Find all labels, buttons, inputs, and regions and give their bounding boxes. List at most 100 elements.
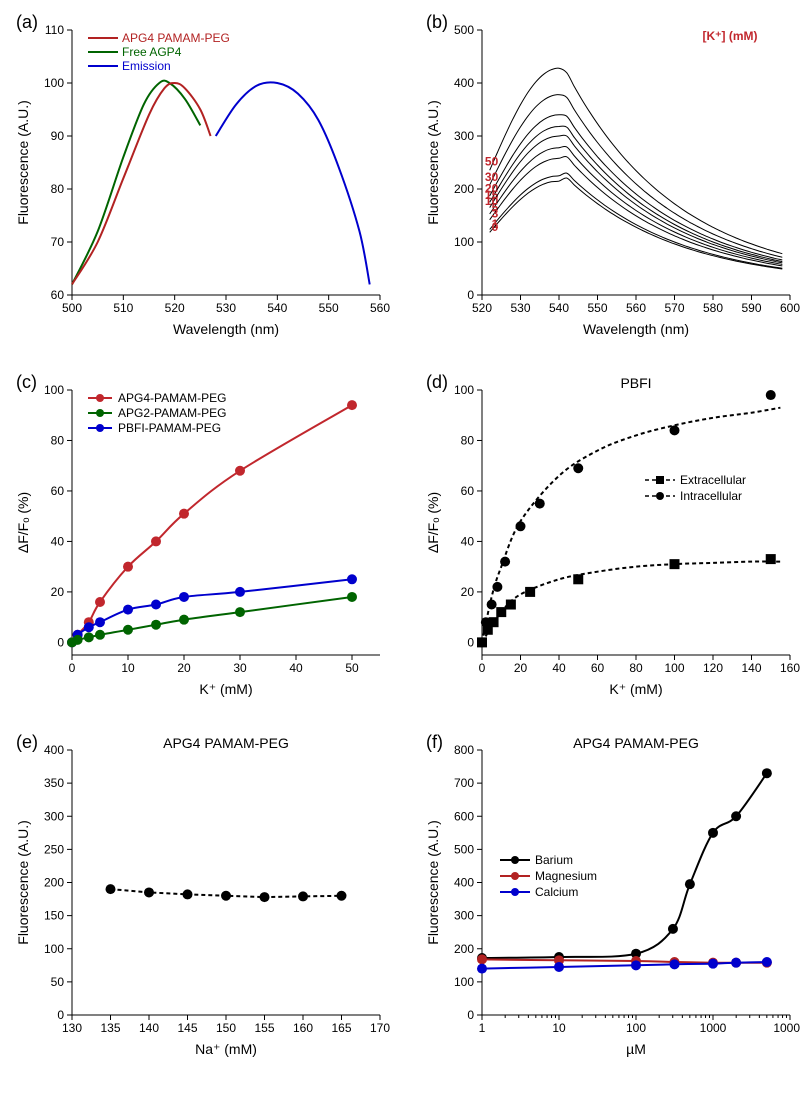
- data-point: [347, 592, 357, 602]
- svg-text:200: 200: [454, 182, 474, 196]
- svg-text:150: 150: [44, 909, 64, 923]
- data-point: [95, 617, 105, 627]
- data-point: [670, 559, 680, 569]
- svg-text:590: 590: [741, 301, 761, 315]
- svg-text:µM: µM: [626, 1041, 646, 1057]
- svg-text:60: 60: [51, 288, 65, 302]
- svg-text:80: 80: [461, 433, 475, 447]
- svg-text:Wavelength (nm): Wavelength (nm): [173, 321, 279, 337]
- svg-text:Wavelength (nm): Wavelength (nm): [583, 321, 689, 337]
- data-point: [235, 466, 245, 476]
- svg-text:1: 1: [479, 1021, 486, 1035]
- chart-f: 1101001000100000100200300400500600700800…: [420, 730, 800, 1060]
- svg-text:0: 0: [69, 661, 76, 675]
- svg-text:100: 100: [626, 1021, 646, 1035]
- svg-text:400: 400: [454, 876, 474, 890]
- svg-text:0: 0: [467, 1008, 474, 1022]
- data-point: [670, 959, 680, 969]
- svg-text:20: 20: [514, 661, 528, 675]
- data-point: [731, 958, 741, 968]
- series-barium: [482, 773, 767, 958]
- panel-label-e: (e): [16, 732, 38, 753]
- svg-text:30: 30: [233, 661, 247, 675]
- panel-b: (b)5205305405505605705805906000100200300…: [420, 10, 805, 350]
- data-point: [235, 587, 245, 597]
- svg-text:100: 100: [454, 235, 474, 249]
- svg-text:Fluorescence (A.U.): Fluorescence (A.U.): [15, 100, 31, 224]
- svg-text:560: 560: [626, 301, 646, 315]
- svg-text:500: 500: [62, 301, 82, 315]
- svg-text:540: 540: [267, 301, 287, 315]
- chart-e-title: APG4 PAMAM-PEG: [163, 735, 289, 751]
- spectrum-line: [490, 115, 783, 260]
- data-point: [506, 600, 516, 610]
- svg-text:80: 80: [51, 433, 65, 447]
- panel-d: (d)020406080100120140160020406080100K⁺ (…: [420, 370, 805, 710]
- chart-f-title: APG4 PAMAM-PEG: [573, 735, 699, 751]
- data-point: [123, 605, 133, 615]
- svg-text:40: 40: [461, 534, 475, 548]
- fit-extra: [482, 562, 780, 643]
- data-point: [489, 617, 499, 627]
- data-point: [500, 557, 510, 567]
- panel-label-c: (c): [16, 372, 37, 393]
- data-point: [487, 600, 497, 610]
- data-point: [151, 600, 161, 610]
- svg-text:560: 560: [370, 301, 390, 315]
- data-point: [84, 632, 94, 642]
- svg-text:700: 700: [454, 776, 474, 790]
- svg-text:90: 90: [51, 129, 65, 143]
- svg-text:570: 570: [664, 301, 684, 315]
- svg-text:40: 40: [289, 661, 303, 675]
- chart-b-title: [K⁺] (mM): [703, 29, 758, 43]
- svg-text:100: 100: [44, 942, 64, 956]
- svg-text:540: 540: [549, 301, 569, 315]
- svg-text:300: 300: [44, 809, 64, 823]
- svg-text:160: 160: [293, 1021, 313, 1035]
- data-point: [123, 625, 133, 635]
- svg-text:520: 520: [165, 301, 185, 315]
- spectrum-line: [490, 173, 783, 268]
- svg-text:300: 300: [454, 129, 474, 143]
- data-point: [73, 635, 83, 645]
- legend-item: Barium: [535, 853, 573, 867]
- chart-e: 1301351401451501551601651700501001502002…: [10, 730, 390, 1060]
- svg-text:250: 250: [44, 842, 64, 856]
- legend-item: Magnesium: [535, 869, 597, 883]
- svg-text:0: 0: [479, 661, 486, 675]
- svg-text:100: 100: [44, 76, 64, 90]
- svg-text:550: 550: [587, 301, 607, 315]
- svg-text:K⁺ (mM): K⁺ (mM): [609, 681, 662, 697]
- data-point: [573, 463, 583, 473]
- svg-text:60: 60: [591, 661, 605, 675]
- svg-text:Fluorescence (A.U.): Fluorescence (A.U.): [425, 820, 441, 944]
- svg-text:100: 100: [664, 661, 684, 675]
- series-apg2: [72, 597, 352, 642]
- chart-a: 50051052053054055056060708090100110Wavel…: [10, 10, 390, 340]
- data-point: [179, 509, 189, 519]
- svg-text:1000: 1000: [700, 1021, 727, 1035]
- svg-text:550: 550: [319, 301, 339, 315]
- legend-item: Intracellular: [680, 489, 742, 503]
- data-point: [766, 554, 776, 564]
- svg-text:0: 0: [57, 1008, 64, 1022]
- svg-text:160: 160: [780, 661, 800, 675]
- svg-text:ΔF/Fₒ (%): ΔF/Fₒ (%): [425, 492, 441, 553]
- panel-label-f: (f): [426, 732, 443, 753]
- svg-text:145: 145: [177, 1021, 197, 1035]
- svg-text:100: 100: [454, 383, 474, 397]
- series-apg4: [72, 405, 352, 642]
- legend-item: PBFI-PAMAM-PEG: [118, 421, 221, 435]
- data-point: [685, 879, 695, 889]
- legend-item: Calcium: [535, 885, 578, 899]
- data-point: [179, 592, 189, 602]
- svg-text:K⁺ (mM): K⁺ (mM): [199, 681, 252, 697]
- svg-text:510: 510: [113, 301, 133, 315]
- data-point: [151, 620, 161, 630]
- svg-text:165: 165: [331, 1021, 351, 1035]
- svg-text:0: 0: [467, 288, 474, 302]
- svg-text:40: 40: [552, 661, 566, 675]
- spectrum-line: [490, 156, 783, 265]
- legend-item: APG4-PAMAM-PEG: [118, 391, 226, 405]
- data-point: [516, 521, 526, 531]
